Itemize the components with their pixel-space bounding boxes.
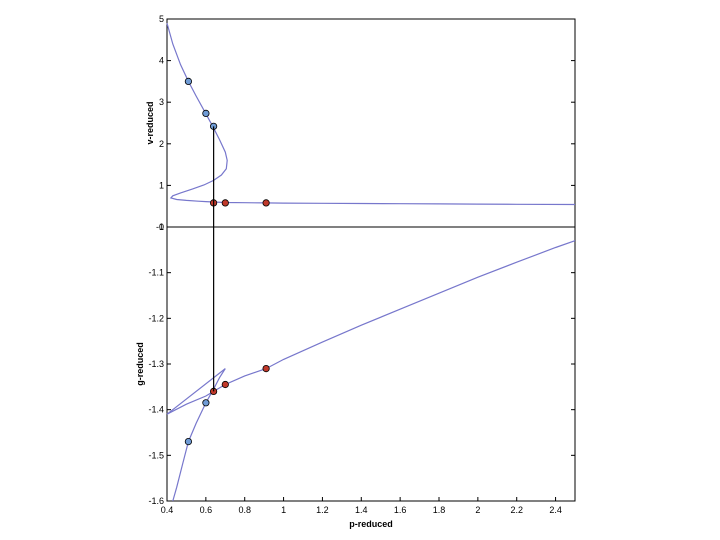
bottom-curves <box>166 240 576 502</box>
bottom-x-tick-label-0: 0.4 <box>161 505 174 515</box>
top-y-tick-label-2: 2 <box>159 139 164 149</box>
bottom-x-tick-label-6: 1.6 <box>394 505 407 515</box>
top-y-tick-label-1: 1 <box>159 180 164 190</box>
top-y-tick-label-0: 0 <box>159 222 164 232</box>
top-marker-1 <box>202 109 210 118</box>
bottom-x-tick-label-3: 1 <box>281 505 286 515</box>
bottom-marker-0 <box>184 437 192 446</box>
bottom-x-tick-label-2: 0.8 <box>238 505 251 515</box>
top-series-line-0 <box>166 23 576 206</box>
top-marker-0 <box>184 77 192 86</box>
bottom-y-tick-label-3: -1.3 <box>148 359 164 369</box>
bottom-x-tick-label-5: 1.4 <box>355 505 368 515</box>
bottom-series-line-0 <box>172 368 226 502</box>
bottom-y-ticks: -1.6 -1.5 -1.4 -1.3 -1.2 -1.1 -1 <box>148 222 575 506</box>
bottom-x-axis-label: p-reduced <box>349 519 393 529</box>
bottom-series-line-2 <box>166 240 576 415</box>
top-marker-5 <box>262 199 270 207</box>
bottom-x-ticks: 0.4 0.6 0.8 1 1.2 1.4 1.6 1.8 2 2.2 2.4 <box>161 497 562 515</box>
bottom-x-tick-label-7: 1.8 <box>433 505 446 515</box>
bottom-x-tick-label-9: 2.2 <box>510 505 523 515</box>
bottom-x-tick-label-8: 2 <box>475 505 480 515</box>
top-y-tick-label-4: 4 <box>159 56 164 66</box>
bottom-y-tick-label-5: -1.1 <box>148 268 164 278</box>
top-y-axis-label: v-reduced <box>145 101 155 144</box>
top-curves <box>166 23 576 206</box>
top-marker-4 <box>221 199 229 207</box>
bottom-x-tick-label-4: 1.2 <box>316 505 329 515</box>
bottom-x-tick-label-1: 0.6 <box>200 505 213 515</box>
bottom-x-tick-label-10: 2.4 <box>549 505 562 515</box>
bottom-marker-1 <box>202 399 210 407</box>
bottom-y-axis-label: g-reduced <box>135 342 145 386</box>
bottom-y-tick-label-0: -1.6 <box>148 496 164 506</box>
bottom-marker-4 <box>262 364 270 373</box>
bottom-series-line-1 <box>166 368 226 415</box>
bottom-plot: -1.6 -1.5 -1.4 -1.3 -1.2 -1.1 -1 0.4 0.6 0.8 1 1.2… <box>135 222 576 529</box>
bottom-y-tick-label-6: -1 <box>156 222 164 232</box>
bottom-marker-3 <box>221 380 229 389</box>
bottom-y-tick-label-4: -1.2 <box>148 313 164 323</box>
bottom-y-tick-label-2: -1.4 <box>148 405 164 415</box>
top-y-tick-label-3: 3 <box>159 97 164 107</box>
bottom-y-tick-label-1: -1.5 <box>148 450 164 460</box>
top-y-tick-label-5: 5 <box>159 14 164 24</box>
